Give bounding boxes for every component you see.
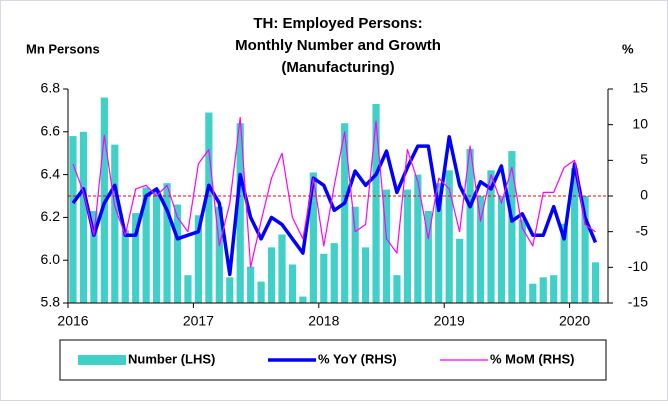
- bar: [351, 206, 359, 303]
- bar: [90, 210, 98, 303]
- bar: [215, 206, 223, 303]
- bar: [529, 283, 537, 303]
- bar: [466, 148, 474, 303]
- legend-label: Number (LHS): [128, 351, 215, 366]
- x-tick-label: 2020: [559, 313, 590, 329]
- bar: [153, 189, 161, 303]
- line: [71, 135, 598, 277]
- bar: [445, 170, 453, 303]
- y-tick-label: 6.2: [41, 208, 61, 224]
- y-tick-label: 6.0: [41, 251, 61, 267]
- bar: [424, 210, 432, 303]
- bar: [518, 219, 526, 303]
- bar: [257, 281, 265, 303]
- bar: [267, 247, 276, 303]
- bar: [69, 136, 77, 303]
- line: [72, 116, 596, 268]
- bar: [247, 266, 255, 303]
- bar: [539, 277, 547, 303]
- y-tick-label: 5.8: [41, 294, 61, 310]
- bar: [226, 277, 234, 303]
- bar: [372, 103, 380, 303]
- bar: [320, 253, 328, 303]
- bar: [79, 131, 88, 303]
- bar: [456, 238, 464, 303]
- bar: [393, 275, 401, 303]
- bar: [173, 204, 182, 303]
- bar: [330, 243, 338, 303]
- y-axis-label: Mn Persons: [26, 41, 100, 56]
- bar: [591, 262, 600, 303]
- chart-title: TH: Employed Persons:: [253, 15, 422, 32]
- bar: [278, 234, 286, 303]
- bar: [571, 168, 579, 303]
- bar: [236, 123, 244, 304]
- y-tick-label: 6.8: [41, 80, 61, 96]
- y2-axis-label: %: [622, 41, 634, 56]
- bar: [142, 187, 150, 303]
- bar: [121, 230, 129, 303]
- bar: [309, 172, 317, 303]
- x-tick-label: 2017: [183, 313, 214, 329]
- bar: [111, 144, 119, 303]
- x-tick-label: 2019: [434, 313, 465, 329]
- y2-tick-label: -15: [628, 294, 648, 310]
- legend-label: % MoM (RHS): [490, 351, 575, 366]
- legend-swatch: [78, 355, 126, 365]
- bar: [382, 189, 391, 303]
- y2-tick-label: 0: [640, 187, 648, 203]
- x-tick-label: 2018: [308, 313, 339, 329]
- bar: [414, 174, 422, 303]
- bar: [581, 196, 589, 303]
- bar: [560, 223, 568, 303]
- bar: [476, 196, 485, 303]
- y-tick-label: 6.6: [41, 123, 61, 139]
- legend-box: [59, 339, 607, 381]
- bar: [194, 215, 202, 303]
- chart-title: Monthly Number and Growth: [235, 37, 441, 54]
- bar: [205, 112, 213, 303]
- chart-title: (Manufacturing): [281, 59, 394, 76]
- bar: [550, 275, 558, 303]
- y2-tick-label: -5: [636, 222, 649, 238]
- bar: [163, 183, 171, 303]
- y2-tick-label: 10: [632, 115, 648, 131]
- bar: [299, 296, 307, 303]
- legend-label: % YoY (RHS): [318, 351, 397, 366]
- bar: [497, 196, 506, 303]
- bar: [341, 123, 349, 304]
- x-tick-label: 2016: [57, 313, 88, 329]
- y2-tick-label: -10: [628, 258, 648, 274]
- y-tick-label: 6.4: [41, 165, 61, 181]
- y2-tick-label: 5: [640, 151, 648, 167]
- bar: [403, 189, 411, 303]
- bar: [508, 151, 516, 303]
- bar: [132, 213, 140, 303]
- bar: [362, 247, 370, 303]
- bar: [184, 275, 192, 303]
- y2-tick-label: 15: [632, 80, 648, 96]
- bar: [288, 264, 297, 303]
- bar: [487, 170, 495, 303]
- bar: [435, 183, 443, 303]
